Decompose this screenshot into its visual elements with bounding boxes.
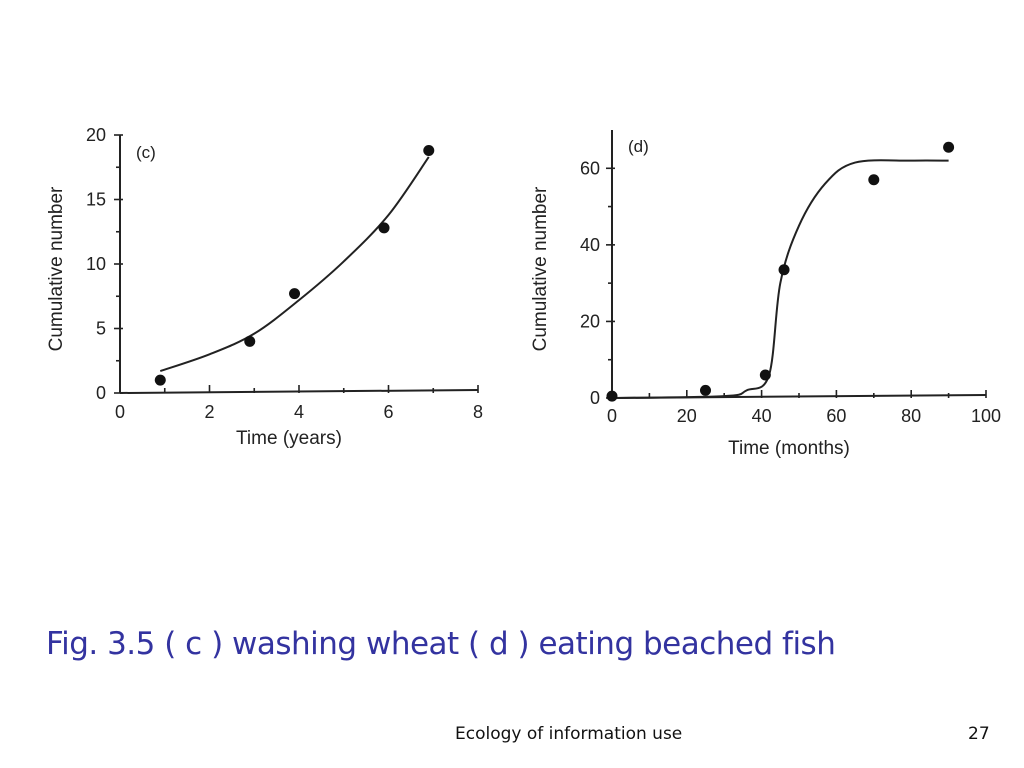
data-point [289,288,301,300]
x-axis-title: Time (months) [728,438,850,459]
data-point [700,384,711,396]
panel-label: (d) [628,137,649,156]
y-tick-label: 0 [590,388,600,408]
data-point [423,144,435,156]
y-axis-title: Cumulative number [530,186,551,351]
x-tick-label: 40 [752,406,772,426]
data-point [759,369,771,381]
fit-curve [159,156,430,373]
data-point [778,264,790,276]
data-point [868,174,880,186]
x-tick-label: 4 [294,402,304,422]
x-axis-title: Time (years) [236,428,342,449]
panel-label: (c) [136,143,156,162]
data-point [244,335,256,347]
figure-caption: Fig. 3.5 ( c ) washing wheat ( d ) eatin… [46,626,836,662]
y-axis-title: Cumulative number [46,186,67,351]
y-tick-label: 20 [86,125,106,145]
y-tick-label: 5 [96,319,106,339]
chart-panel-c: 0 2 4 6 8 0 5 10 15 20 Time (years) Cumulative numb… [46,125,483,449]
fit-curve [611,159,949,399]
y-tick-label: 40 [580,235,600,255]
data-point [154,374,166,386]
x-tick-label: 8 [473,402,483,422]
y-tick-label: 10 [86,254,106,274]
x-tick-label: 2 [204,402,214,422]
x-tick-label: 6 [383,402,393,422]
x-tick-label: 100 [971,406,1001,426]
chart-panel-d: 0 20 40 60 80 100 0 20 40 60 Time (months) Cumulati… [530,130,1001,459]
data-point [943,141,955,153]
y-tick-label: 20 [580,311,600,331]
x-tick-label: 20 [677,406,697,426]
y-tick-label: 15 [86,190,106,210]
x-tick-label: 60 [826,406,846,426]
data-point [606,390,618,402]
footer-text: Ecology of information use [455,724,683,744]
data-point [378,222,390,234]
x-tick-label: 0 [607,406,617,426]
x-tick-label: 0 [115,402,125,422]
x-tick-label: 80 [901,406,921,426]
page-number: 27 [968,724,990,744]
y-tick-label: 0 [96,383,106,403]
y-tick-label: 60 [580,158,600,178]
